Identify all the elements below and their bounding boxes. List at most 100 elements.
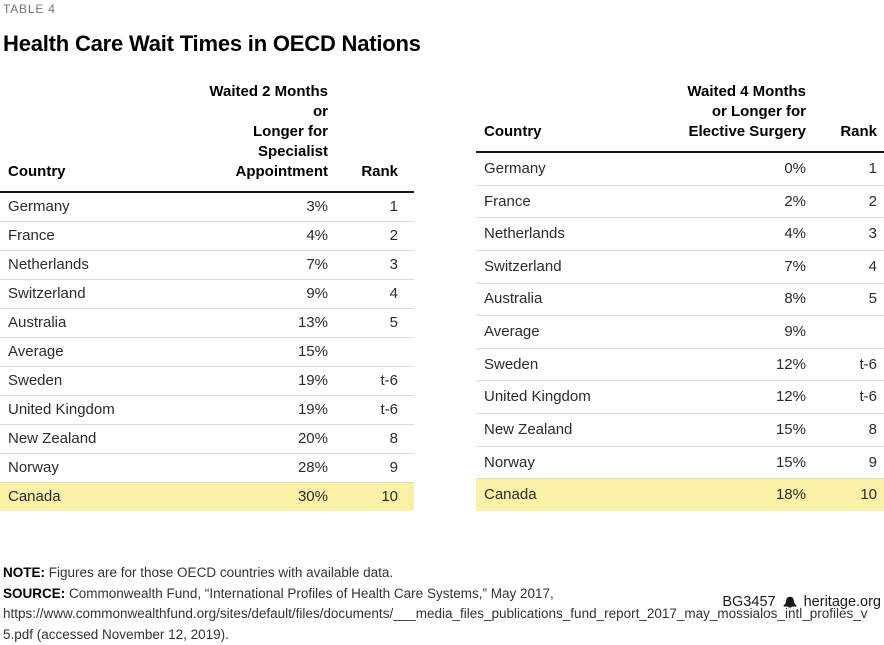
source-label: SOURCE:: [3, 586, 65, 601]
rank-cell: 1: [328, 192, 414, 222]
rank-cell: t-6: [328, 396, 414, 425]
rank-cell: 1: [806, 152, 884, 185]
rank-cell: 5: [806, 283, 884, 316]
country-cell: France: [0, 222, 208, 251]
column-header-rank: Rank: [806, 82, 884, 152]
country-cell: Germany: [476, 152, 686, 185]
column-header-rank: Rank: [328, 82, 414, 192]
value-cell: 18%: [686, 479, 806, 511]
country-cell: Canada: [0, 483, 208, 512]
rank-cell: 8: [806, 414, 884, 447]
column-header-country: Country: [0, 82, 208, 192]
rank-cell: 10: [328, 483, 414, 512]
rank-cell: [806, 316, 884, 349]
value-cell: 30%: [208, 483, 328, 512]
country-cell: Netherlands: [476, 218, 686, 251]
country-cell: New Zealand: [476, 414, 686, 447]
column-header-country: Country: [476, 82, 686, 152]
country-cell: United Kingdom: [476, 381, 686, 414]
country-cell: Canada: [476, 479, 686, 511]
country-cell: Switzerland: [476, 250, 686, 283]
country-cell: Germany: [0, 192, 208, 222]
note-line: NOTE: Figures are for those OECD countri…: [3, 563, 869, 584]
value-cell: 8%: [686, 283, 806, 316]
value-cell: 15%: [686, 414, 806, 447]
value-cell: 15%: [686, 446, 806, 479]
value-cell: 7%: [208, 251, 328, 280]
specialist-wait-table: Country Waited 2 Months or Longer for Sp…: [0, 82, 414, 511]
value-cell: 13%: [208, 309, 328, 338]
table-header-row: Country Waited 2 Months or Longer for Sp…: [0, 82, 414, 192]
rank-cell: 4: [806, 250, 884, 283]
value-cell: 15%: [208, 338, 328, 367]
note-label: NOTE:: [3, 565, 45, 580]
country-cell: Average: [0, 338, 208, 367]
country-cell: New Zealand: [0, 425, 208, 454]
value-cell: 12%: [686, 348, 806, 381]
note-text: Figures are for those OECD countries wit…: [45, 565, 393, 580]
column-header-surgery-wait: Waited 4 Months or Longer for Elective S…: [686, 82, 806, 152]
value-cell: 7%: [686, 250, 806, 283]
country-cell: United Kingdom: [0, 396, 208, 425]
rank-cell: t-6: [806, 381, 884, 414]
surgery-wait-table: Country Waited 4 Months or Longer for El…: [476, 82, 884, 511]
column-header-specialist-wait: Waited 2 Months or Longer for Specialist…: [208, 82, 328, 192]
country-cell: Netherlands: [0, 251, 208, 280]
country-cell: Switzerland: [0, 280, 208, 309]
table-number-label: TABLE 4: [0, 2, 884, 16]
liberty-bell-icon: [782, 595, 798, 609]
report-footer: BG3457 heritage.org: [722, 594, 881, 610]
value-cell: 0%: [686, 152, 806, 185]
rank-cell: 10: [806, 479, 884, 511]
source-line: SOURCE: Commonwealth Fund, “Internationa…: [3, 584, 869, 645]
value-cell: 19%: [208, 367, 328, 396]
value-cell: 12%: [686, 381, 806, 414]
value-cell: 9%: [686, 316, 806, 349]
value-cell: 2%: [686, 185, 806, 218]
country-cell: Norway: [476, 446, 686, 479]
country-cell: Sweden: [0, 367, 208, 396]
rank-cell: 9: [328, 454, 414, 483]
report-figure-page: TABLE 4 Health Care Wait Times in OECD N…: [0, 0, 884, 615]
rank-cell: [328, 338, 414, 367]
rank-cell: t-6: [328, 367, 414, 396]
rank-cell: 3: [806, 218, 884, 251]
tables-container: Country Waited 2 Months or Longer for Sp…: [0, 82, 884, 511]
value-cell: 20%: [208, 425, 328, 454]
rank-cell: t-6: [806, 348, 884, 381]
country-cell: Australia: [476, 283, 686, 316]
report-id: BG3457: [722, 594, 775, 610]
value-cell: 28%: [208, 454, 328, 483]
value-cell: 19%: [208, 396, 328, 425]
value-cell: 4%: [208, 222, 328, 251]
rank-cell: 4: [328, 280, 414, 309]
page-title: Health Care Wait Times in OECD Nations: [3, 31, 884, 57]
value-cell: 4%: [686, 218, 806, 251]
rank-cell: 9: [806, 446, 884, 479]
rank-cell: 2: [806, 185, 884, 218]
table-header-row: Country Waited 4 Months or Longer for El…: [476, 82, 884, 152]
publisher-site: heritage.org: [804, 594, 881, 610]
country-cell: Australia: [0, 309, 208, 338]
rank-cell: 5: [328, 309, 414, 338]
rank-cell: 3: [328, 251, 414, 280]
